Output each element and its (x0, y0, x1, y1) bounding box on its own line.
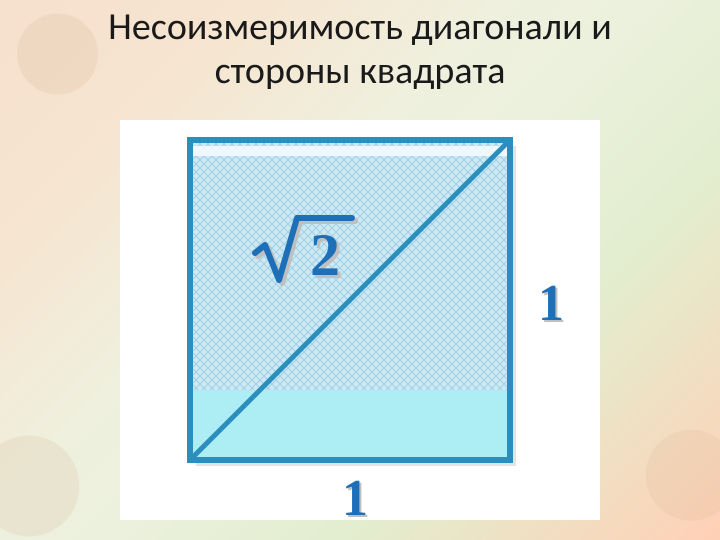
slide: Несоизмеримость диагонали и стороны квад… (0, 0, 720, 540)
figure-svg: 221111 (120, 120, 600, 520)
title-line-2: стороны квадрата (215, 48, 506, 94)
svg-text:1: 1 (342, 470, 368, 520)
title-line-1: Несоизмеримость диагонали и (108, 4, 612, 50)
square-diagonal-figure: 221111 (120, 120, 600, 520)
svg-text:1: 1 (538, 275, 564, 332)
svg-text:2: 2 (310, 222, 340, 288)
slide-title: Несоизмеримость диагонали и стороны квад… (0, 6, 720, 93)
